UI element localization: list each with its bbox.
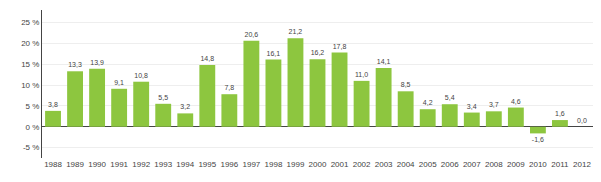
svg-text:9,1: 9,1	[114, 79, 124, 86]
svg-text:17,8: 17,8	[333, 43, 347, 50]
svg-text:14,1: 14,1	[377, 58, 391, 65]
svg-text:2007: 2007	[463, 160, 481, 169]
svg-text:1998: 1998	[265, 160, 283, 169]
svg-text:3,8: 3,8	[48, 101, 58, 108]
svg-text:4,2: 4,2	[423, 99, 433, 106]
svg-text:5,5: 5,5	[158, 94, 168, 101]
svg-text:3,7: 3,7	[489, 101, 499, 108]
svg-text:13,9: 13,9	[90, 59, 104, 66]
svg-text:3,4: 3,4	[467, 103, 477, 110]
svg-text:2012: 2012	[573, 160, 591, 169]
svg-text:21,2: 21,2	[289, 28, 303, 35]
svg-text:7,8: 7,8	[224, 84, 234, 91]
svg-text:2010: 2010	[529, 160, 547, 169]
svg-text:16,1: 16,1	[267, 50, 281, 57]
svg-text:2011: 2011	[551, 160, 569, 169]
svg-text:2003: 2003	[375, 160, 393, 169]
svg-text:2006: 2006	[441, 160, 459, 169]
svg-text:1995: 1995	[198, 160, 216, 169]
svg-text:1991: 1991	[110, 160, 128, 169]
svg-text:25 %: 25 %	[21, 18, 39, 27]
svg-text:5,4: 5,4	[445, 94, 455, 101]
svg-text:16,2: 16,2	[311, 49, 325, 56]
svg-text:2008: 2008	[485, 160, 503, 169]
svg-text:1993: 1993	[154, 160, 172, 169]
svg-text:2005: 2005	[419, 160, 437, 169]
svg-text:1988: 1988	[44, 160, 62, 169]
svg-text:1989: 1989	[66, 160, 84, 169]
svg-text:13,3: 13,3	[68, 61, 82, 68]
svg-text:4,6: 4,6	[511, 98, 521, 105]
svg-text:10,8: 10,8	[134, 72, 148, 79]
svg-text:10 %: 10 %	[21, 81, 39, 90]
svg-text:14,8: 14,8	[200, 55, 214, 62]
svg-text:1999: 1999	[287, 160, 305, 169]
svg-text:3,2: 3,2	[180, 103, 190, 110]
svg-text:5 %: 5 %	[26, 102, 40, 111]
svg-text:0 %: 0 %	[26, 123, 40, 132]
svg-text:1992: 1992	[132, 160, 150, 169]
svg-text:20,6: 20,6	[245, 31, 259, 38]
svg-text:15 %: 15 %	[21, 60, 39, 69]
svg-text:1990: 1990	[88, 160, 106, 169]
svg-text:2002: 2002	[353, 160, 371, 169]
svg-text:-1,6: -1,6	[532, 136, 544, 143]
svg-text:1996: 1996	[220, 160, 238, 169]
svg-text:1997: 1997	[242, 160, 260, 169]
svg-text:8,5: 8,5	[401, 81, 411, 88]
svg-text:2004: 2004	[397, 160, 415, 169]
svg-text:-5 %: -5 %	[23, 143, 39, 152]
svg-text:1,6: 1,6	[555, 110, 565, 117]
svg-text:2000: 2000	[309, 160, 327, 169]
svg-text:1994: 1994	[176, 160, 194, 169]
svg-text:20 %: 20 %	[21, 39, 39, 48]
svg-text:0,0: 0,0	[577, 117, 587, 124]
svg-text:11,0: 11,0	[355, 71, 368, 78]
svg-text:2001: 2001	[331, 160, 349, 169]
svg-text:2009: 2009	[507, 160, 525, 169]
